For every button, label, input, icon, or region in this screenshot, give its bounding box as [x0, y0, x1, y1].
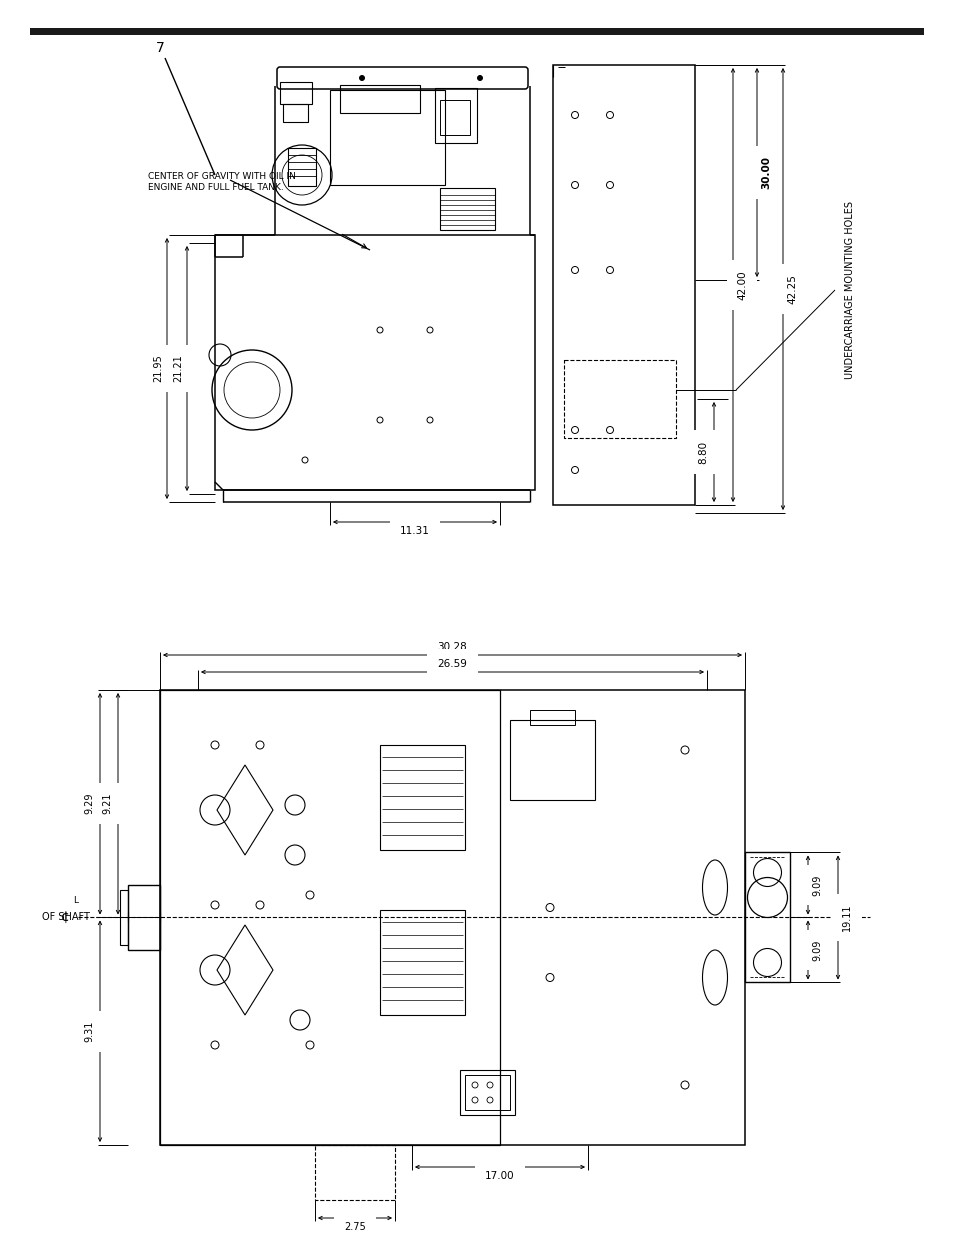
Text: 30.28: 30.28	[437, 642, 467, 652]
Text: 26.59: 26.59	[437, 659, 467, 669]
Bar	[314, 1145, 395, 1200]
Bar	[379, 910, 464, 1015]
Bar	[330, 90, 444, 185]
Bar	[563, 359, 676, 438]
Text: UNDERCARRIAGE MOUNTING HOLES: UNDERCARRIAGE MOUNTING HOLES	[844, 201, 854, 379]
Text: ¢: ¢	[61, 910, 70, 925]
Bar	[30, 28, 923, 35]
Text: 9.31: 9.31	[84, 1020, 94, 1042]
Text: 21.95: 21.95	[152, 354, 163, 383]
Text: 42.25: 42.25	[786, 274, 796, 304]
Bar	[379, 745, 464, 850]
Bar	[288, 148, 315, 186]
Text: 9.21: 9.21	[102, 793, 112, 815]
Bar	[160, 690, 499, 1145]
Bar	[744, 852, 789, 983]
Bar	[120, 890, 128, 945]
Text: 8.80: 8.80	[698, 441, 707, 463]
Bar	[439, 100, 470, 135]
Text: 9.29: 9.29	[84, 793, 94, 815]
Text: 9.09: 9.09	[811, 940, 821, 961]
Bar	[464, 1074, 510, 1110]
Bar	[553, 65, 695, 505]
Text: L: L	[73, 897, 78, 905]
Text: 21.21: 21.21	[172, 354, 183, 383]
Bar	[459, 1070, 515, 1115]
Text: 11.31: 11.31	[399, 526, 430, 536]
Circle shape	[358, 75, 365, 82]
Text: OF SHAFT: OF SHAFT	[42, 913, 90, 923]
Bar	[435, 88, 476, 143]
Text: 17.00: 17.00	[485, 1171, 515, 1181]
Bar	[530, 710, 575, 725]
Text: 19.11: 19.11	[841, 904, 851, 931]
Bar	[128, 885, 160, 950]
Bar	[214, 235, 535, 490]
Text: 30.00: 30.00	[760, 156, 770, 189]
Text: 2.75: 2.75	[344, 1221, 366, 1233]
Text: 42.00: 42.00	[737, 270, 746, 300]
Bar	[160, 690, 744, 1145]
Bar	[283, 104, 308, 122]
Bar	[339, 85, 419, 112]
Bar	[439, 188, 495, 230]
Text: 9.09: 9.09	[811, 874, 821, 895]
Text: CENTER OF GRAVITY WITH OIL IN
ENGINE AND FULL FUEL TANK.: CENTER OF GRAVITY WITH OIL IN ENGINE AND…	[148, 173, 295, 191]
Bar	[510, 720, 595, 800]
Text: 7: 7	[155, 41, 164, 56]
Bar	[280, 82, 312, 104]
FancyBboxPatch shape	[276, 67, 527, 89]
Circle shape	[476, 75, 482, 82]
